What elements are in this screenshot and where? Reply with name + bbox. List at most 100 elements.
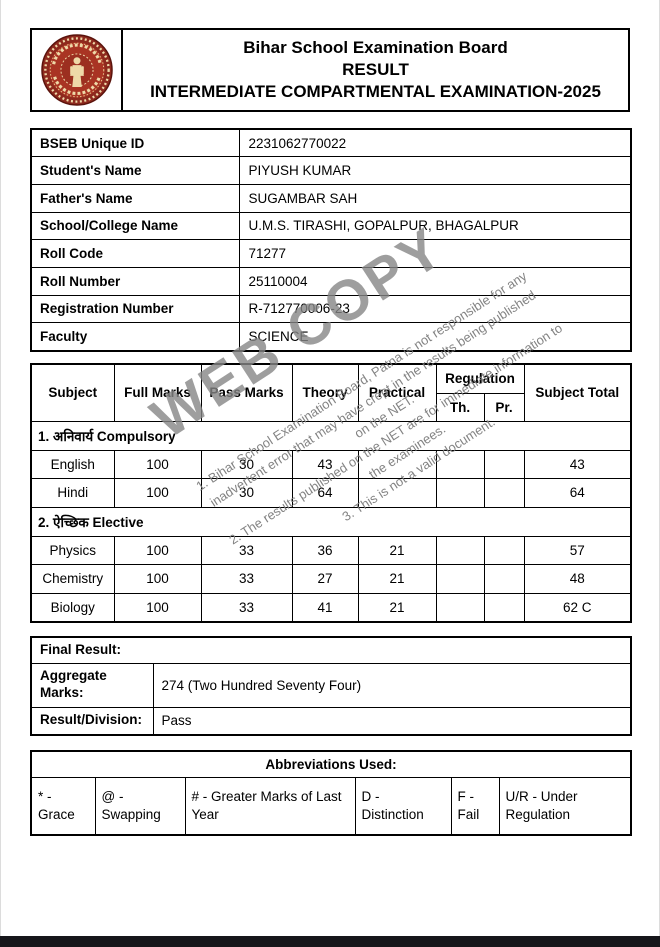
marks-cell [435,478,485,508]
table-row: Registration Number R-712770006-23 [30,294,632,324]
field-value: 25110004 [238,266,632,296]
header: Bihar School Examination Board RESULT IN… [30,28,630,112]
abbreviation-item: @ - Swapping [94,776,186,836]
exam-heading: INTERMEDIATE COMPARTMENTAL EXAMINATION-2… [150,82,601,102]
marks-cell: 33 [200,535,293,565]
field-value: U.M.S. TIRASHI, GOPALPUR, BHAGALPUR [238,211,632,241]
field-value: 2231062770022 [238,128,632,158]
marks-cell: 30 [200,478,293,508]
abbreviations-table: Abbreviations Used: * - Grace @ - Swappi… [30,750,633,836]
marks-cell: 21 [357,564,437,594]
marks-row: Physics 100 33 36 21 57 [30,535,632,565]
field-label: Faculty [30,322,240,351]
marks-cell: 100 [113,564,202,594]
student-info-table: BSEB Unique ID 2231062770022 Student's N… [30,128,632,352]
marks-header-row: Subject Full Marks Pass Marks Theory Pra… [30,363,632,422]
marks-cell: 33 [200,592,293,622]
marks-cell: 30 [200,449,293,479]
logo-cell [32,30,123,110]
field-value: 71277 [238,239,632,268]
marks-cell: 64 [523,478,632,508]
table-row: * - Grace @ - Swapping # - Greater Marks… [30,776,632,836]
marks-row: Chemistry 100 33 27 21 48 [30,564,632,594]
table-row: BSEB Unique ID 2231062770022 [30,128,632,158]
field-label: Roll Number [30,266,240,296]
abbreviation-item: U/R - Under Regulation [498,776,632,836]
header-titles: Bihar School Examination Board RESULT IN… [123,30,628,110]
table-row: Abbreviations Used: [30,750,632,778]
result-division-value: Pass [152,706,632,736]
marks-cell: 21 [357,592,437,622]
table-row: Father's Name SUGAMBAR SAH [30,183,632,213]
marks-cell: 62 C [523,592,632,622]
marks-cell [483,592,525,622]
table-row: Faculty SCIENCE [30,322,632,351]
aggregate-marks-label: Aggregate Marks: [30,662,154,708]
marks-cell: 100 [113,449,202,479]
marks-cell: 43 [291,449,359,479]
marks-cell: 41 [291,592,359,622]
column-header: Regulation [435,363,525,394]
table-row: School/College Name U.M.S. TIRASHI, GOPA… [30,211,632,241]
marks-cell: 27 [291,564,359,594]
marks-cell [435,449,485,479]
field-label: BSEB Unique ID [30,128,240,158]
subject-cell: Biology [30,592,115,622]
field-label: Roll Code [30,239,240,268]
column-header: Subject [30,363,115,422]
aggregate-marks-value: 274 (Two Hundred Seventy Four) [152,662,632,708]
marks-cell: 36 [291,535,359,565]
marks-cell: 33 [200,564,293,594]
marks-cell: 100 [113,535,202,565]
field-value: R-712770006-23 [238,294,632,324]
table-row: Roll Code 71277 [30,239,632,268]
table-row: Roll Number 25110004 [30,266,632,296]
marks-cell: 21 [357,535,437,565]
field-value: SCIENCE [238,322,632,351]
column-header: Theory [291,363,359,422]
column-header: Th. [435,392,485,422]
field-label: School/College Name [30,211,240,241]
marks-cell [357,449,437,479]
marks-cell [483,535,525,565]
bseb-seal-icon [40,34,113,106]
field-label: Registration Number [30,294,240,324]
section-label: 2. ऐच्छिक Elective [30,506,632,537]
marks-row: Biology 100 33 41 21 62 C [30,592,632,622]
marks-cell [357,478,437,508]
section-label: 1. अनिवार्य Compulsory [30,420,632,451]
abbreviation-item: D - Distinction [354,776,452,836]
table-row: Student's Name PIYUSH KUMAR [30,156,632,185]
marks-cell: 100 [113,478,202,508]
marks-row: English 100 30 43 43 [30,449,632,479]
marks-cell [435,564,485,594]
field-value: SUGAMBAR SAH [238,183,632,213]
column-header: Subject Total [523,363,632,422]
subject-cell: Chemistry [30,564,115,594]
marks-cell: 48 [523,564,632,594]
section-row: 1. अनिवार्य Compulsory [30,420,632,451]
column-header: Full Marks [113,363,202,422]
abbreviation-item: # - Greater Marks of Last Year [184,776,356,836]
result-heading: RESULT [342,59,409,79]
marks-cell [435,592,485,622]
subject-cell: Hindi [30,478,115,508]
column-header: Practical [357,363,437,422]
field-value: PIYUSH KUMAR [238,156,632,185]
marks-cell [483,564,525,594]
field-label: Father's Name [30,183,240,213]
column-header: Pr. [483,392,525,422]
bottom-edge-bar [0,936,660,947]
result-division-label: Result/Division: [30,706,154,736]
marks-cell [483,478,525,508]
field-label: Student's Name [30,156,240,185]
table-row: Aggregate Marks: 274 (Two Hundred Sevent… [30,662,632,708]
abbreviation-item: * - Grace [30,776,96,836]
marks-cell: 43 [523,449,632,479]
table-row: Final Result: [30,636,632,664]
final-result-table: Final Result: Aggregate Marks: 274 (Two … [30,636,633,736]
marks-row: Hindi 100 30 64 64 [30,478,632,508]
subject-cell: Physics [30,535,115,565]
board-name: Bihar School Examination Board [243,37,508,57]
